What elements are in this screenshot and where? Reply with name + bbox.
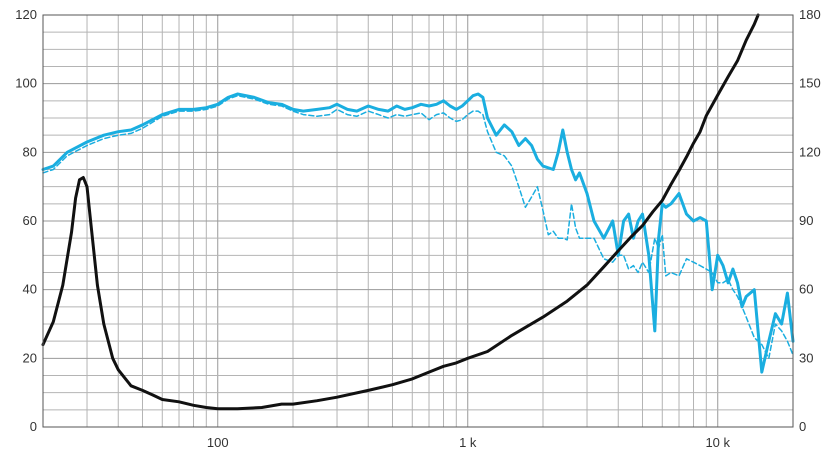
- response-line-dashed: [42, 94, 794, 360]
- y2-tick-label: 150: [799, 76, 821, 91]
- y2-tick-label: 60: [799, 282, 813, 297]
- y-tick-label: 40: [23, 282, 37, 297]
- impedance-line: [41, 13, 760, 411]
- y2-tick-label: 0: [799, 419, 806, 434]
- y-tick-label: 60: [23, 213, 37, 228]
- response-line-solid: [41, 92, 795, 374]
- tick-labels: 0 20 40 60 80 100 120 0 30 60 90 120 150 180 100 1 k 10 …: [15, 7, 820, 450]
- y-tick-label: 20: [23, 350, 37, 365]
- x-tick-label: 1 k: [459, 435, 477, 450]
- y2-tick-label: 120: [799, 144, 821, 159]
- y-tick-label: 100: [15, 76, 37, 91]
- y2-tick-label: 30: [799, 350, 813, 365]
- grid-lines: [43, 15, 793, 427]
- y2-tick-label: 180: [799, 7, 821, 22]
- plot-frame: [42, 14, 794, 428]
- y-tick-label: 0: [30, 419, 37, 434]
- y-tick-label: 120: [15, 7, 37, 22]
- x-tick-label: 100: [207, 435, 229, 450]
- x-tick-label: 10 k: [705, 435, 730, 450]
- y2-tick-label: 90: [799, 213, 813, 228]
- series-lines: [41, 13, 795, 411]
- y-tick-label: 80: [23, 144, 37, 159]
